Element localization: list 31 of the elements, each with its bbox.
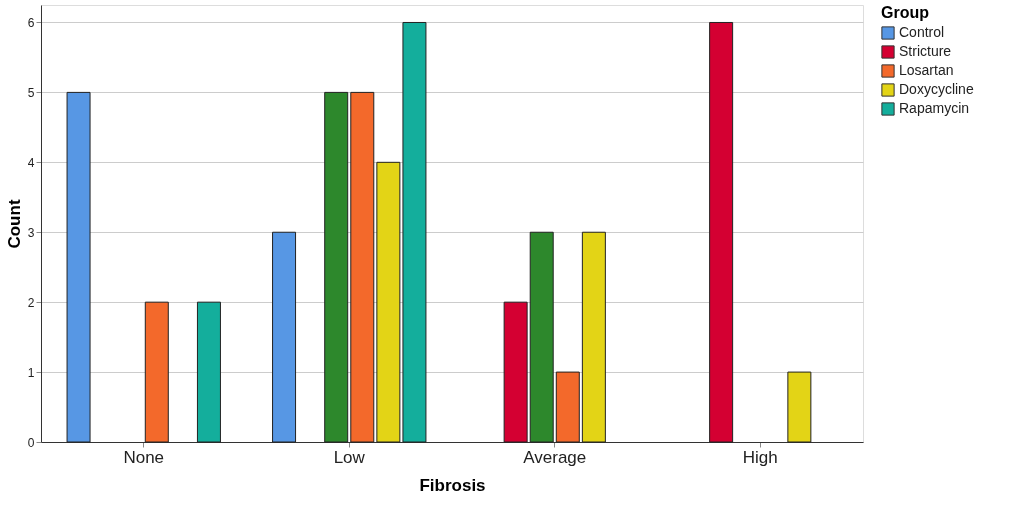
x-tick-label: Average [523,447,587,467]
bar [709,21,734,443]
y-tick-label: 0 [27,435,35,450]
y-tick-label: 3 [27,225,35,240]
legend-label: Stricture [899,43,952,59]
x-tick-label: High [742,447,778,467]
bar [66,91,91,443]
bar [581,231,606,443]
legend-label: Losartan [899,62,954,78]
bar [503,301,528,443]
bar [555,371,580,443]
y-tick-label: 5 [27,85,35,100]
x-tick-label: None [123,447,165,467]
legend-label: Doxycycline [899,81,974,97]
bar [350,91,375,443]
bar [529,231,554,443]
bar [787,371,812,443]
x-axis-title: Fibrosis [419,475,486,495]
bar [324,91,349,443]
y-axis-title: Count [4,199,24,249]
x-tick-label: Low [333,447,366,467]
y-tick-label: 6 [27,15,35,30]
bar [196,301,221,443]
y-tick-label: 2 [27,295,35,310]
bar [144,301,169,443]
legend-label: Control [899,24,945,40]
bar [272,231,297,443]
legend-label: Rapamycin [899,100,970,116]
y-tick-label: 4 [27,155,35,170]
legend-title: Group [881,4,930,21]
y-tick-label: 1 [27,365,35,380]
